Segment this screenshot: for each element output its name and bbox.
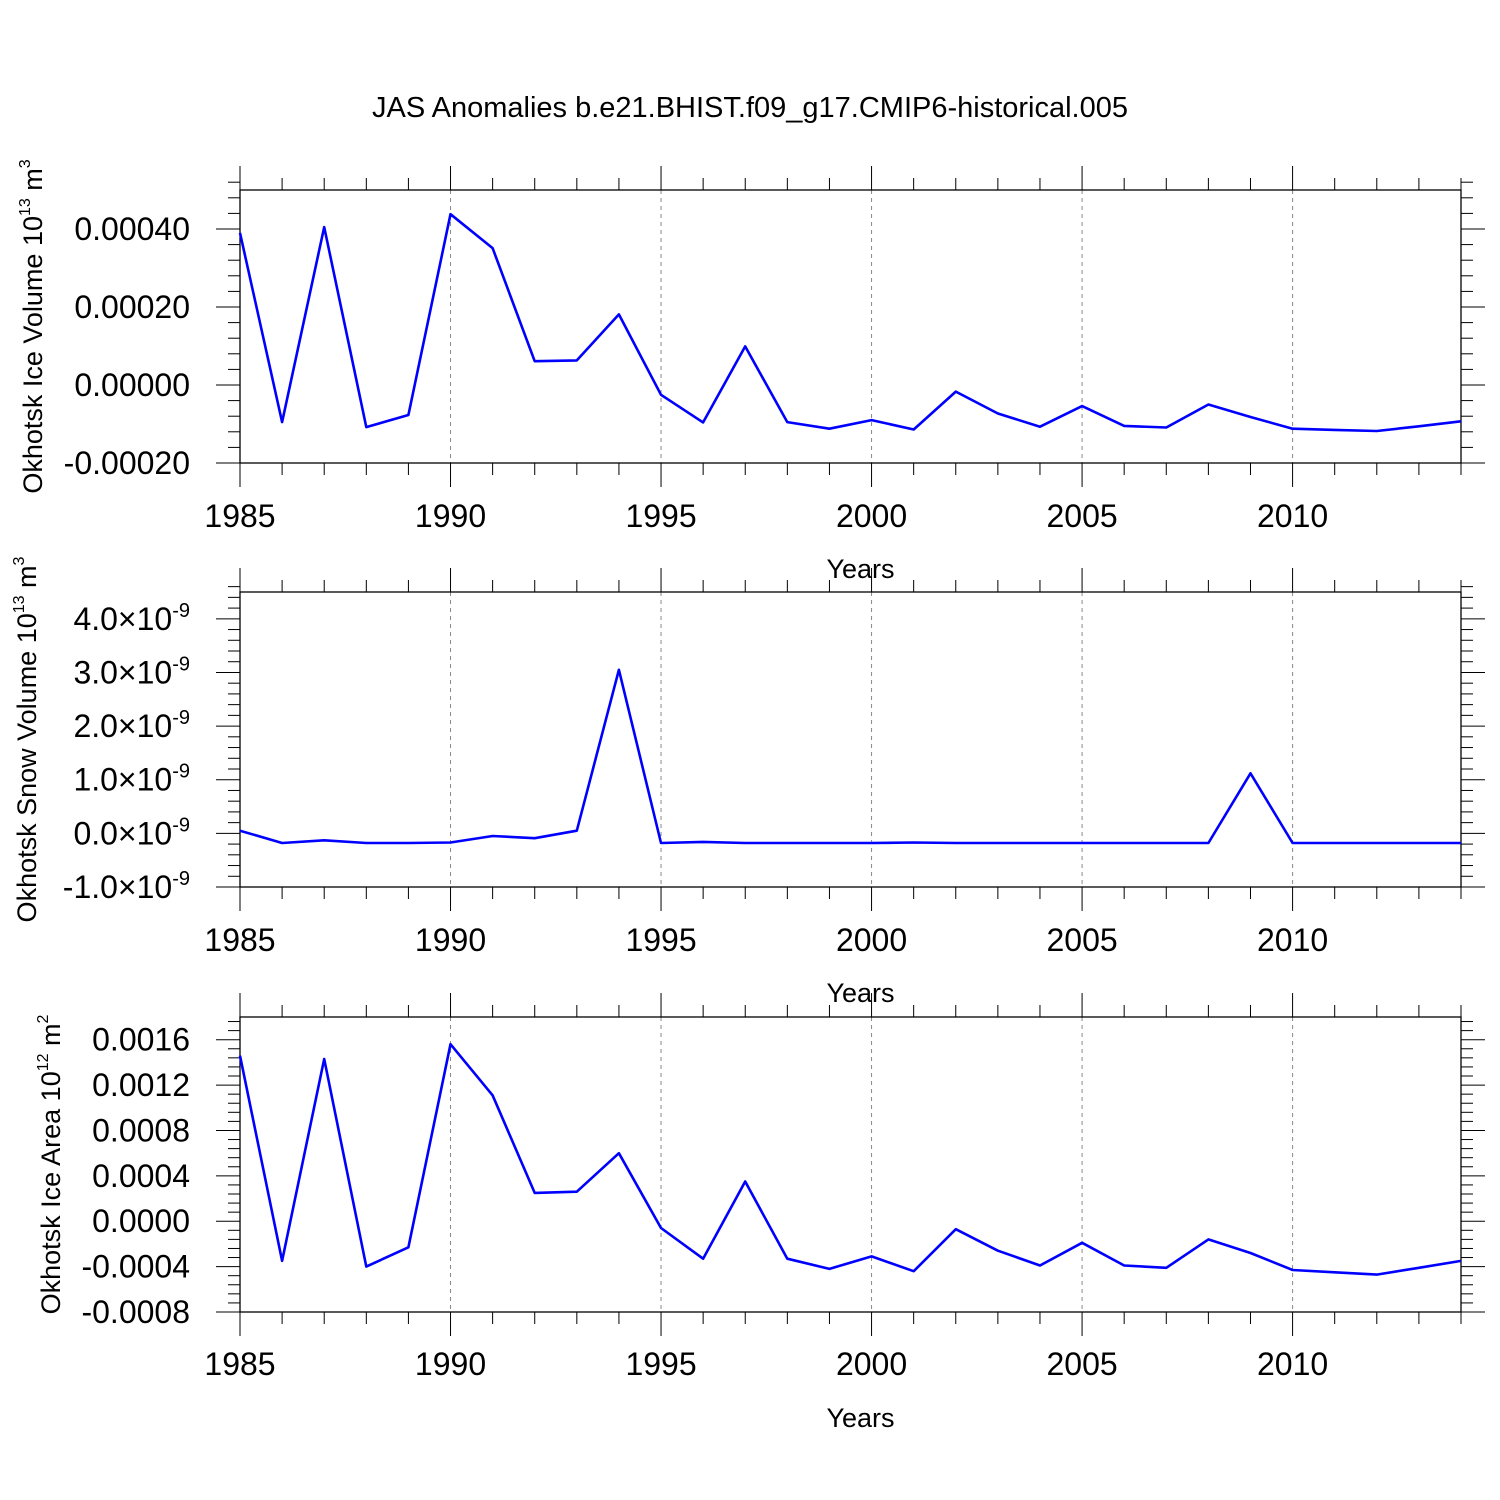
- y-tick-label: 0.0016: [92, 1022, 190, 1058]
- y-tick-exponent: -9: [172, 653, 190, 675]
- panel-ice-area: 1985 1990 1995 2000 2005 2010 -0.0008 -0.0004 0.…: [35, 993, 1485, 1433]
- panel-ice-volume: 1985 1990 1995 2000 2005 2010 -0.00020 0.00000 0…: [17, 159, 1485, 584]
- y-tick-exponent: -9: [172, 707, 190, 729]
- y-tick-label: 0.0000: [92, 1203, 190, 1239]
- y-title-main: Okhotsk Ice Volume 10: [18, 216, 48, 494]
- x-axis-title: Years: [826, 978, 894, 1008]
- y-tick-mantissa: 4.0: [73, 601, 117, 637]
- x-tick-label: 2005: [1046, 498, 1117, 534]
- y-title-unit: m: [12, 565, 42, 595]
- y-axis-title: Okhotsk Snow Volume 1013 m3: [11, 556, 42, 922]
- y-title-exponent: 12: [35, 1053, 52, 1071]
- x-tick-label: 2010: [1257, 498, 1328, 534]
- x-tick-label: 1990: [415, 1346, 486, 1382]
- x-tick-label: 1985: [204, 1346, 275, 1382]
- y-axis-title: Okhotsk Ice Area 1012 m2: [35, 1014, 66, 1314]
- y-tick-base: 10: [137, 654, 173, 690]
- plot-frame: [239, 189, 1462, 464]
- y-tick-base: 10: [137, 815, 173, 851]
- plot-frame: [239, 591, 1462, 888]
- y-axis-title: Okhotsk Ice Volume 1013 m3: [17, 159, 48, 493]
- x-tick-label: 1995: [625, 1346, 696, 1382]
- y-tick-exponent: -9: [172, 814, 190, 836]
- series-line-ice-volume: [238, 212, 1462, 433]
- x-axis-title: Years: [826, 554, 894, 584]
- y-tick-base: 10: [137, 708, 173, 744]
- x-tick-label: 2000: [836, 922, 907, 958]
- y-tick-exponent: -9: [172, 868, 190, 890]
- y-tick-label: 1.0×10-9: [73, 761, 190, 798]
- series-line-snow-volume: [239, 668, 1461, 845]
- x-tick-label: 1990: [415, 922, 486, 958]
- y-tick-mantissa: -1.0: [63, 869, 118, 905]
- y-tick-times: ×: [118, 869, 137, 905]
- y-tick-label: 4.0×10-9: [73, 600, 190, 637]
- x-tick-label: 2000: [836, 1346, 907, 1382]
- y-tick-times: ×: [118, 654, 137, 690]
- y-tick-base: 10: [137, 869, 173, 905]
- panels: 1985 1990 1995 2000 2005 2010 -0.00020 0.00000 0…: [11, 159, 1485, 1433]
- y-title-unit-exponent: 3: [11, 556, 28, 565]
- x-tick-label: 1995: [625, 498, 696, 534]
- y-tick-exponent: -9: [172, 761, 190, 783]
- y-tick-times: ×: [118, 762, 137, 798]
- y-tick-label: -1.0×10-9: [63, 868, 190, 905]
- x-tick-label: 1985: [204, 922, 275, 958]
- y-tick-label: 3.0×10-9: [73, 653, 190, 690]
- y-tick-mantissa: 0.0: [73, 815, 117, 851]
- y-tick-label: -0.0004: [81, 1249, 190, 1285]
- y-tick-label: 0.0008: [92, 1112, 190, 1148]
- y-tick-label: 0.0×10-9: [73, 814, 190, 851]
- y-tick-label: 0.00000: [74, 367, 190, 403]
- y-title-unit-exponent: 3: [17, 159, 34, 168]
- y-tick-mantissa: 2.0: [73, 708, 117, 744]
- y-tick-base: 10: [137, 601, 173, 637]
- series-line-ice-area: [238, 1042, 1462, 1276]
- chart-title: JAS Anomalies b.e21.BHIST.f09_g17.CMIP6-…: [372, 92, 1128, 124]
- y-tick-label: 0.0004: [92, 1158, 190, 1194]
- y-tick-base: 10: [137, 762, 173, 798]
- y-tick-times: ×: [118, 601, 137, 637]
- x-axis-title: Years: [826, 1403, 894, 1433]
- y-title-unit-exponent: 2: [35, 1014, 52, 1023]
- y-tick-label: -0.00020: [64, 445, 190, 481]
- x-tick-label: 1985: [204, 498, 275, 534]
- x-tick-label: 1990: [415, 498, 486, 534]
- y-tick-label: 0.00040: [74, 211, 190, 247]
- y-title-exponent: 13: [11, 595, 28, 613]
- y-tick-mantissa: 3.0: [73, 654, 117, 690]
- x-tick-label: 2010: [1257, 1346, 1328, 1382]
- y-title-exponent: 13: [17, 198, 34, 216]
- plot-frame: [239, 1016, 1462, 1313]
- y-tick-mantissa: 1.0: [73, 762, 117, 798]
- y-tick-times: ×: [118, 815, 137, 851]
- x-tick-label: 2005: [1046, 922, 1117, 958]
- y-tick-label: 0.00020: [74, 289, 190, 325]
- y-title-unit: m: [18, 168, 48, 198]
- panel-snow-volume: 1985 1990 1995 2000 2005 2010-1.0×10-90.0×10-…: [11, 556, 1485, 1008]
- y-tick-label: 2.0×10-9: [73, 707, 190, 744]
- y-tick-times: ×: [118, 708, 137, 744]
- x-tick-label: 2010: [1257, 922, 1328, 958]
- y-tick-label: -0.0008: [81, 1294, 190, 1330]
- y-tick-exponent: -9: [172, 600, 190, 622]
- y-title-unit: m: [36, 1023, 66, 1053]
- y-tick-label: 0.0012: [92, 1067, 190, 1103]
- x-tick-label: 2005: [1046, 1346, 1117, 1382]
- y-title-main: Okhotsk Ice Area 10: [36, 1071, 66, 1314]
- x-tick-label: 1995: [625, 922, 696, 958]
- y-title-main: Okhotsk Snow Volume 10: [12, 613, 42, 922]
- x-tick-label: 2000: [836, 498, 907, 534]
